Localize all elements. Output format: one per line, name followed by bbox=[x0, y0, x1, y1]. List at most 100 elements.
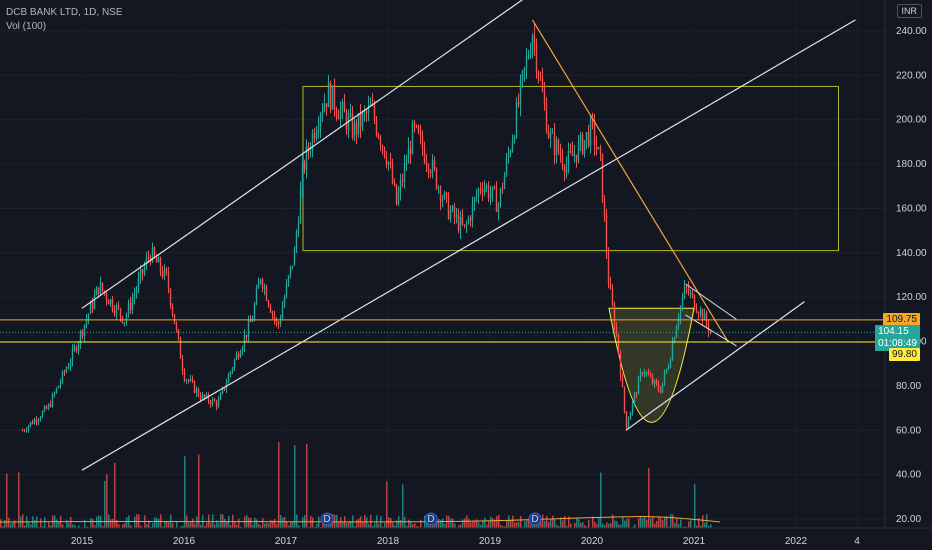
candle-body bbox=[647, 372, 650, 375]
candle-body bbox=[467, 217, 470, 224]
candle-body bbox=[565, 164, 568, 173]
currency-label[interactable]: INR bbox=[896, 4, 922, 18]
volume-bar bbox=[594, 521, 596, 528]
volume-bar bbox=[256, 519, 258, 528]
candle-body bbox=[329, 82, 332, 110]
lower-level-tag: 99.80 bbox=[888, 348, 920, 361]
volume-bar bbox=[504, 526, 506, 528]
symbol-title[interactable]: DCB BANK LTD, 1D, NSE bbox=[6, 7, 123, 18]
candle-body bbox=[665, 368, 668, 373]
candle-body bbox=[325, 103, 328, 108]
volume-bar bbox=[470, 522, 472, 528]
candle-body bbox=[413, 122, 416, 126]
volume-bar bbox=[92, 519, 94, 528]
dividend-event-marker[interactable]: D bbox=[528, 512, 542, 526]
candle-body bbox=[177, 329, 180, 339]
volume-bar bbox=[648, 467, 650, 528]
volume-bar bbox=[528, 518, 530, 528]
y-tick-label: 240.00 bbox=[896, 26, 927, 37]
volume-bar bbox=[646, 519, 648, 528]
volume-bar bbox=[24, 525, 26, 528]
candle-body bbox=[351, 113, 354, 138]
candle-body bbox=[81, 331, 84, 337]
candle-body bbox=[127, 302, 130, 316]
volume-bar bbox=[272, 520, 274, 528]
candle-body bbox=[629, 412, 632, 420]
candle-body bbox=[333, 85, 336, 110]
candle-body bbox=[255, 288, 258, 305]
countdown-timer: 01:08:49 bbox=[878, 338, 917, 349]
volume-bar bbox=[400, 520, 402, 528]
candle-body bbox=[215, 401, 218, 407]
dividend-event-marker[interactable]: D bbox=[424, 512, 438, 526]
candle-body bbox=[415, 125, 418, 127]
candle-body bbox=[427, 165, 430, 173]
candle-body bbox=[619, 353, 622, 377]
volume-bar bbox=[130, 525, 132, 528]
volume-bar bbox=[640, 516, 642, 528]
dividend-event-marker[interactable]: D bbox=[320, 512, 334, 526]
volume-bar bbox=[220, 514, 222, 528]
volume-bar bbox=[338, 522, 340, 528]
volume-bar bbox=[342, 521, 344, 528]
candle-body bbox=[437, 187, 440, 189]
candle-body bbox=[153, 247, 156, 257]
volume-bar bbox=[110, 519, 112, 528]
candle-body bbox=[69, 361, 72, 367]
candle-body bbox=[381, 145, 384, 148]
volume-bar bbox=[702, 515, 704, 528]
volume-bar bbox=[624, 520, 626, 528]
volume-bar bbox=[36, 516, 38, 528]
candle-body bbox=[537, 72, 540, 78]
candle-body bbox=[597, 147, 600, 150]
candle-body bbox=[491, 186, 494, 195]
volume-bar bbox=[206, 522, 208, 528]
candle-body bbox=[459, 216, 462, 232]
volume-bar bbox=[564, 515, 566, 528]
volume-bar bbox=[498, 514, 500, 528]
volume-bar bbox=[632, 526, 634, 528]
volume-bar bbox=[680, 519, 682, 528]
volume-bar bbox=[312, 517, 314, 528]
volume-bar bbox=[358, 518, 360, 528]
volume-bar bbox=[102, 525, 104, 528]
candle-body bbox=[487, 185, 490, 199]
candle-body bbox=[229, 371, 232, 375]
candle-body bbox=[323, 103, 326, 112]
candle-body bbox=[613, 305, 616, 328]
volume-bar bbox=[620, 524, 622, 528]
candle-body bbox=[49, 404, 52, 407]
candle-body bbox=[257, 282, 260, 289]
candle-body bbox=[155, 256, 158, 263]
volume-bar bbox=[676, 518, 678, 528]
volume-bar bbox=[210, 522, 212, 528]
current-price-tag: 104.15 01:08:49 bbox=[875, 325, 920, 351]
volume-bar bbox=[616, 521, 618, 528]
volume-indicator-label[interactable]: Vol (100) bbox=[6, 21, 47, 32]
candle-body bbox=[239, 352, 242, 358]
candle-body bbox=[543, 91, 546, 104]
y-tick-label: 20.00 bbox=[896, 514, 921, 525]
volume-bar bbox=[696, 525, 698, 528]
candle-body bbox=[611, 289, 614, 306]
volume-bar bbox=[48, 522, 50, 528]
candle-body bbox=[365, 111, 368, 113]
candle-body bbox=[385, 157, 388, 166]
volume-bar bbox=[474, 521, 476, 528]
volume-bar bbox=[284, 516, 286, 528]
candle-body bbox=[315, 131, 318, 139]
candle-body bbox=[445, 192, 448, 196]
volume-bar bbox=[346, 522, 348, 528]
candle-body bbox=[355, 122, 358, 135]
candle-body bbox=[31, 421, 34, 424]
volume-bar bbox=[166, 522, 168, 528]
candle-body bbox=[71, 348, 74, 362]
candle-body bbox=[191, 379, 194, 382]
candle-body bbox=[589, 118, 592, 146]
lower-channel-line bbox=[81, 19, 856, 471]
candle-body bbox=[527, 56, 530, 58]
volume-bar bbox=[448, 515, 450, 528]
candle-body bbox=[171, 305, 174, 315]
candle-body bbox=[349, 113, 352, 116]
